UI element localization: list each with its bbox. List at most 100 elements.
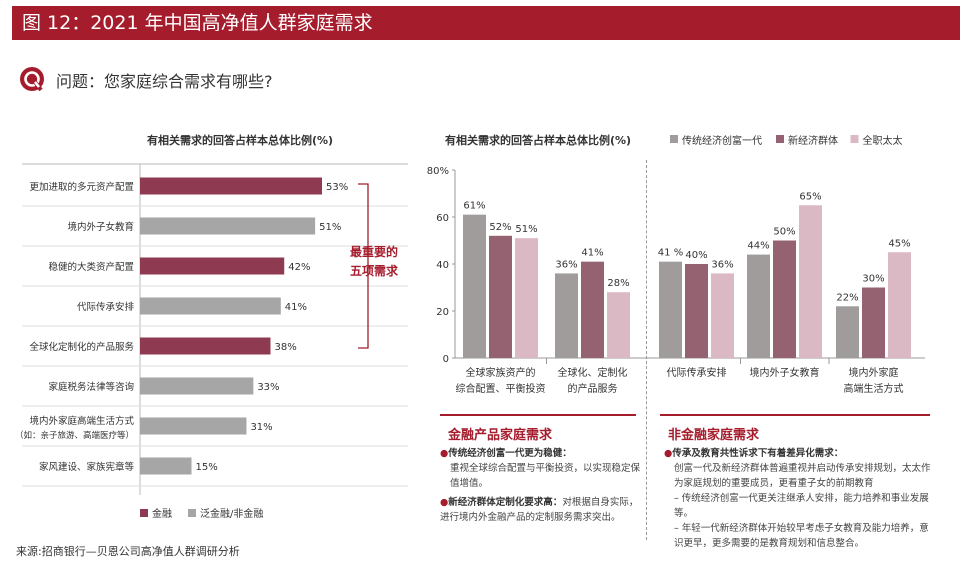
legend-label: 泛金融/非金融 bbox=[200, 507, 263, 520]
y-tick-label: 20 bbox=[436, 307, 449, 318]
figure-title: 图 12：2021 年中国高净值人群家庭需求 bbox=[12, 6, 960, 40]
bar-value-label: 51% bbox=[319, 222, 341, 233]
legend-swatch bbox=[850, 135, 859, 143]
bar-value-label: 50% bbox=[773, 227, 795, 238]
bar bbox=[836, 306, 859, 358]
bar-value-label: 31% bbox=[250, 422, 272, 433]
bar-value-label: 36% bbox=[711, 259, 733, 270]
category-label: 稳健的大类资产配置 bbox=[48, 261, 134, 273]
bullet-icon: ● bbox=[440, 497, 449, 508]
category-label: 全球家族资产的 bbox=[466, 366, 536, 379]
bar-value-label: 15% bbox=[196, 462, 218, 473]
category-label: 代际传承安排 bbox=[77, 301, 135, 313]
finance-bullets: ●传统经济创富一代更为稳健： 重视全球综合配置与平衡投资，以实现稳定保值增值。 … bbox=[440, 446, 640, 525]
category-label: 高端生活方式 bbox=[844, 382, 904, 395]
y-tick-label: 60 bbox=[436, 213, 449, 224]
legend-label: 全职太太 bbox=[863, 134, 903, 147]
bar-value-label: 41% bbox=[581, 248, 603, 259]
bar bbox=[463, 214, 486, 358]
category-label: 代际传承安排 bbox=[667, 366, 727, 379]
bar bbox=[747, 254, 770, 358]
finance-section-rule bbox=[440, 414, 636, 416]
finance-section-title: 金融产品家庭需求 bbox=[448, 428, 553, 443]
bar bbox=[140, 457, 192, 475]
nonfinance-body: 创富一代及新经济群体普遍重视并启动传承安排规划，太太作为家庭规划的重要成员，更看… bbox=[674, 463, 931, 489]
bar bbox=[581, 261, 604, 358]
category-label: 境内外子女教育 bbox=[750, 366, 820, 379]
finance-bullet-1-head: 传统经济创富一代更为稳健： bbox=[448, 448, 572, 459]
category-label: 家庭税务法律等咨询 bbox=[48, 381, 134, 393]
bar bbox=[140, 297, 281, 315]
bar bbox=[711, 273, 734, 358]
bar bbox=[140, 257, 285, 275]
legend-label: 金融 bbox=[152, 507, 172, 520]
category-label: 家风建设、家族宪章等 bbox=[39, 461, 135, 473]
legend-swatch bbox=[140, 509, 148, 517]
bar bbox=[607, 292, 630, 358]
nonfinance-sub-2: – 年轻一代新经济群体开始较早考虑子女教育及能力培养，意识更早，更多需要的是教育… bbox=[674, 523, 929, 549]
bar bbox=[555, 273, 578, 358]
left-chart-title: 有相关需求的回答占样本总体比例(%) bbox=[147, 133, 333, 147]
bar-value-label: 53% bbox=[326, 182, 348, 193]
bar-value-label: 33% bbox=[257, 382, 279, 393]
nonfinance-section-rule bbox=[660, 414, 930, 416]
bar-value-label: 38% bbox=[274, 342, 296, 353]
bar bbox=[140, 177, 322, 195]
bar bbox=[773, 240, 796, 358]
category-label: 全球化、定制化 bbox=[558, 366, 628, 379]
legend-swatch bbox=[188, 509, 196, 517]
category-label: 的产品服务 bbox=[568, 382, 618, 395]
nonfinance-head: 传承及教育共性诉求下有着差异化需求： bbox=[672, 448, 844, 459]
nonfinance-sub-1: – 传统经济创富一代更关注继承人安排，能力培养和事业发展等。 bbox=[674, 493, 929, 519]
bar-value-label: 30% bbox=[862, 274, 884, 285]
bar-value-label: 42% bbox=[288, 262, 310, 273]
y-tick-label: 80% bbox=[427, 166, 449, 177]
bar-value-label: 65% bbox=[799, 191, 821, 202]
category-label: 境内外家庭 bbox=[849, 366, 899, 379]
right-grouped-bar-chart: 有相关需求的回答占样本总体比例(%) 传统经济创富一代 新经济群体 全职太太 80% 60… bbox=[427, 133, 925, 395]
bar bbox=[515, 238, 538, 358]
bar bbox=[140, 377, 254, 395]
nonfinance-section-title: 非金融家庭需求 bbox=[668, 428, 760, 443]
category-note: （如：亲子旅游、高端医疗等） bbox=[15, 430, 134, 441]
bracket-label: 五项需求 bbox=[350, 263, 399, 278]
category-label: 全球化定制化的产品服务 bbox=[29, 341, 134, 353]
top-five-bracket bbox=[358, 183, 374, 349]
bar-value-label: 40% bbox=[685, 250, 707, 261]
bar-value-label: 22% bbox=[836, 292, 858, 303]
bar bbox=[140, 337, 271, 355]
category-label: 境内外家庭高端生活方式 bbox=[29, 415, 134, 427]
legend-label: 传统经济创富一代 bbox=[682, 134, 762, 147]
bar-value-label: 44% bbox=[747, 241, 769, 252]
bar-value-label: 28% bbox=[607, 278, 629, 289]
bar-value-label: 45% bbox=[888, 238, 910, 249]
bar-value-label: 52% bbox=[489, 222, 511, 233]
category-label: 更加进取的多元资产配置 bbox=[29, 181, 134, 193]
nonfinance-bullets: ●传承及教育共性诉求下有着差异化需求： 创富一代及新经济群体普遍重视并启动传承安… bbox=[664, 446, 934, 551]
bar-value-label: 61% bbox=[463, 201, 485, 212]
right-chart-title: 有相关需求的回答占样本总体比例(%) bbox=[445, 133, 631, 147]
finance-bullet-2-head: 新经济群体定制化要求高： bbox=[448, 497, 563, 508]
source-note: 来源:招商银行—贝恩公司高净值人群调研分析 bbox=[16, 545, 240, 558]
bullet-icon: ● bbox=[664, 448, 673, 459]
bar bbox=[140, 417, 247, 435]
bar-value-label: 41 % bbox=[658, 248, 683, 259]
y-tick-label: 40 bbox=[436, 260, 449, 271]
question-text: 问题：您家庭综合需求有哪些? bbox=[56, 72, 273, 91]
y-tick-label: 0 bbox=[443, 354, 449, 365]
panel-divider bbox=[646, 160, 647, 540]
bar bbox=[140, 217, 316, 235]
bar-value-label: 41% bbox=[285, 302, 307, 313]
category-label: 境内外子女教育 bbox=[67, 221, 134, 233]
legend-label: 新经济群体 bbox=[788, 134, 838, 147]
bullet-icon: ● bbox=[440, 448, 449, 459]
bracket-label: 最重要的 bbox=[350, 244, 398, 259]
bar bbox=[685, 264, 708, 358]
finance-bullet-2-body: 对根据自身实际，进行境内外金融产品的定制服务需求突出。 bbox=[440, 497, 639, 523]
bar bbox=[659, 261, 682, 358]
bar-value-label: 36% bbox=[555, 259, 577, 270]
bar-value-label: 51% bbox=[515, 224, 537, 235]
category-label: 综合配置、平衡投资 bbox=[456, 382, 546, 395]
bar bbox=[489, 235, 512, 358]
legend-swatch bbox=[776, 135, 784, 143]
